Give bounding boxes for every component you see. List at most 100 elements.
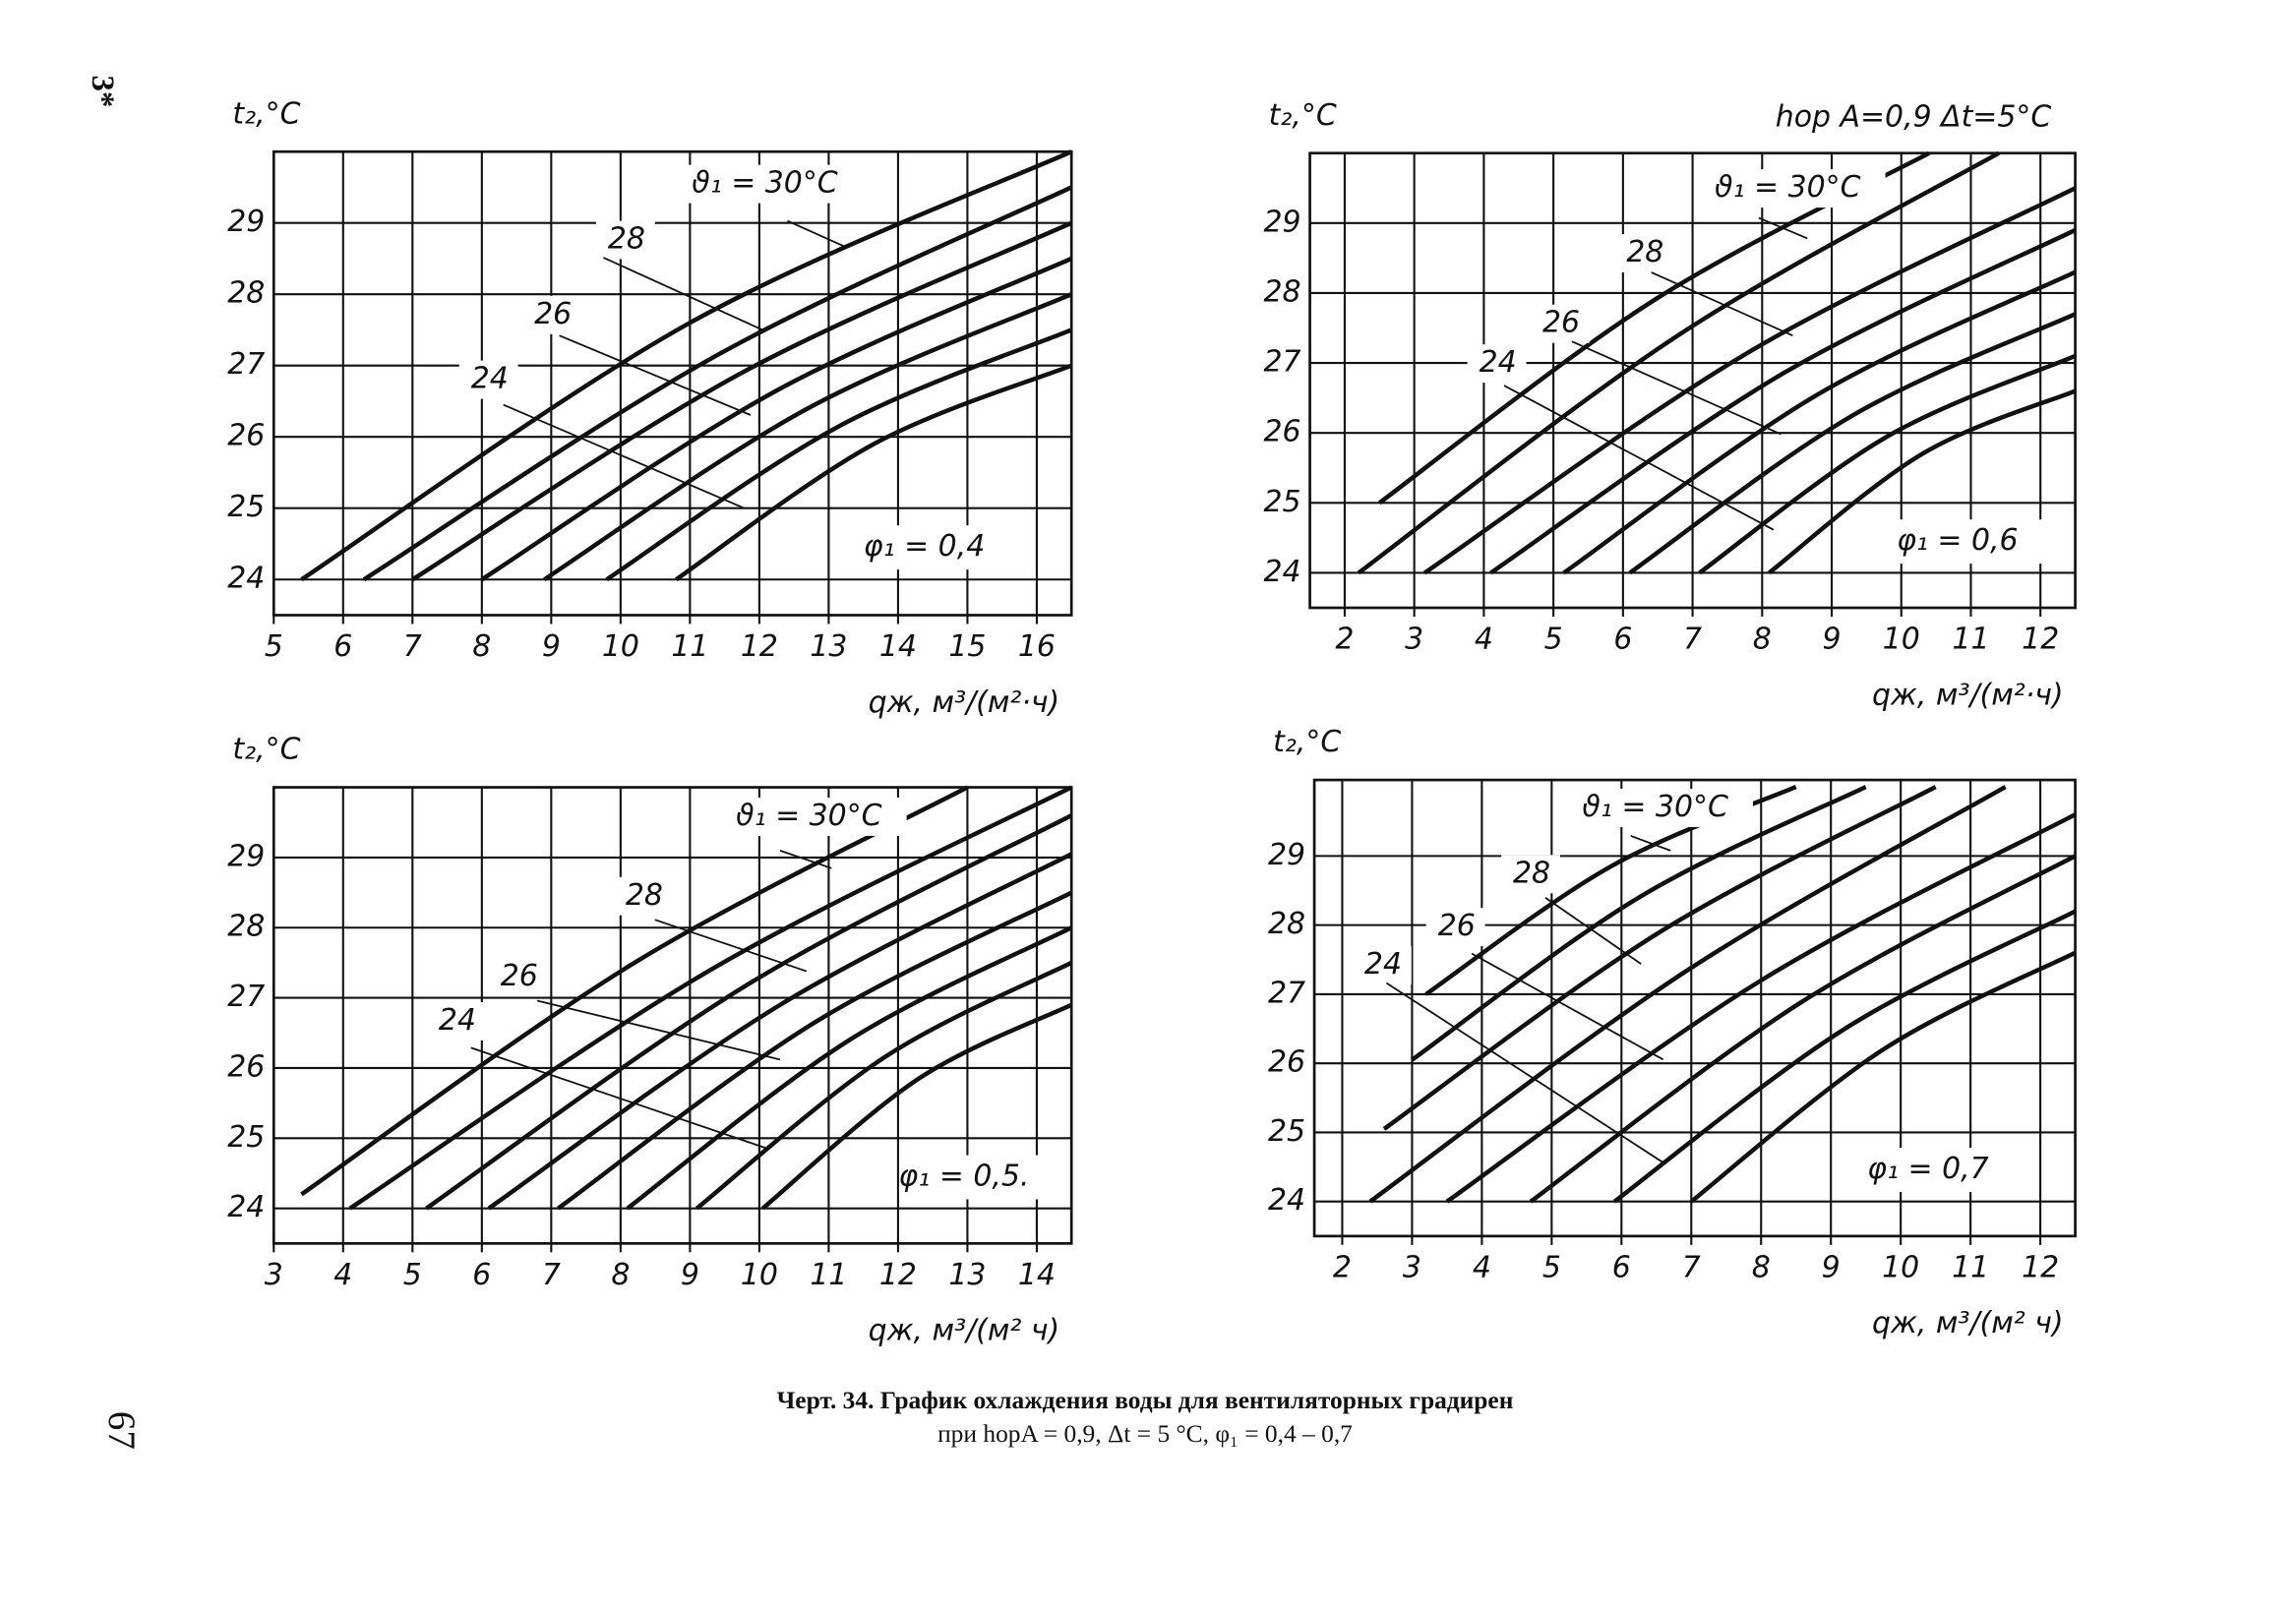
y-tick-label: 24	[1268, 1183, 1305, 1218]
series-label: 28	[1626, 235, 1663, 269]
curve	[1382, 785, 1937, 1131]
y-tick-label: 25	[227, 1120, 265, 1155]
page-number: 67	[100, 1411, 143, 1450]
curve	[1529, 854, 2077, 1204]
x-tick-label: 16	[1018, 629, 1056, 664]
y-tick-label: 28	[227, 276, 265, 311]
curve	[480, 256, 1073, 582]
y-tick-label: 26	[1268, 1045, 1305, 1080]
x-tick-label: 10	[1882, 1250, 1919, 1284]
x-tick-label: 12	[2022, 622, 2059, 656]
curve	[300, 149, 1073, 582]
y-tick-label: 26	[227, 419, 265, 453]
leader-line	[1544, 897, 1642, 965]
leader-line	[779, 850, 832, 869]
x-tick-label: 8	[472, 629, 491, 664]
leader-line	[1471, 952, 1664, 1061]
x-tick-label: 9	[1823, 622, 1842, 656]
y-axis-label: t₂,°C	[1269, 98, 1337, 133]
y-tick-label: 27	[1264, 345, 1301, 380]
x-tick-label: 3	[265, 1258, 283, 1292]
y-tick-label: 29	[227, 205, 265, 239]
x-tick-label: 2	[1335, 622, 1354, 656]
series-label: 24	[439, 1003, 476, 1038]
curve	[557, 890, 1073, 1211]
series-label: 28	[626, 878, 663, 913]
plot-frame	[1312, 778, 2077, 1238]
y-tick-label: 28	[1268, 907, 1305, 941]
label-backdrop	[1570, 789, 1753, 827]
label-backdrop	[724, 798, 907, 836]
x-tick-label: 2	[1333, 1250, 1352, 1284]
x-tick-label: 9	[542, 629, 561, 664]
y-tick-label: 29	[1264, 205, 1301, 239]
caption-subtitle: при hорA = 0,9, Δt = 5 °C, φ₁ = 0,4 – 0,…	[937, 1419, 1353, 1448]
y-tick-label: 29	[1268, 838, 1305, 872]
x-tick-label: 11	[671, 629, 708, 664]
x-tick-label: 12	[741, 629, 778, 664]
curve	[1411, 785, 1867, 1062]
curve	[1445, 812, 2077, 1204]
label-backdrop	[522, 295, 581, 334]
x-tick-label: 11	[1952, 1250, 1989, 1284]
label-backdrop	[1352, 946, 1412, 985]
x-tick-label: 8	[611, 1258, 630, 1292]
leader-line	[1651, 271, 1793, 337]
series-label: 26	[501, 959, 538, 993]
y-tick-label: 24	[1264, 555, 1301, 589]
label-backdrop	[488, 958, 548, 996]
leader-line	[1385, 982, 1664, 1163]
series-label: 26	[1542, 306, 1580, 340]
x-tick-label: 9	[1822, 1250, 1841, 1284]
curve	[1767, 388, 2077, 575]
x-tick-label: 7	[403, 629, 422, 664]
curve	[626, 925, 1073, 1211]
x-tick-label: 3	[1405, 622, 1423, 656]
leader-line	[1630, 835, 1671, 852]
series-label: 26	[1438, 909, 1476, 943]
label-backdrop	[680, 164, 863, 204]
series-label: ϑ₁ = 30°C	[736, 799, 882, 833]
leader-line	[503, 403, 744, 509]
curve	[674, 363, 1073, 582]
x-tick-label: 6	[1612, 1250, 1631, 1284]
series-label: 28	[608, 221, 645, 256]
x-tick-label: 12	[879, 1258, 917, 1292]
x-axis-label: qж, м³/(м² ч)	[869, 1314, 1060, 1348]
x-tick-label: 11	[810, 1258, 847, 1292]
curve	[1423, 186, 2077, 575]
x-tick-label: 4	[1475, 622, 1493, 656]
label-backdrop	[458, 360, 518, 399]
annotation-backdrop	[865, 525, 1013, 570]
y-tick-label: 25	[1268, 1114, 1305, 1149]
curve	[348, 785, 1073, 1211]
label-backdrop	[613, 876, 673, 916]
series-label: 24	[1480, 345, 1517, 380]
leader-line	[559, 334, 752, 416]
x-tick-label: 10	[602, 629, 639, 664]
series-label: 24	[1364, 947, 1402, 982]
y-axis-label: t₂,°C	[232, 96, 300, 131]
y-tick-label: 26	[227, 1049, 265, 1084]
y-tick-label: 29	[227, 839, 265, 873]
leader-line	[470, 1046, 766, 1149]
x-tick-label: 6	[333, 629, 352, 664]
curve	[1612, 909, 2077, 1204]
series-label: ϑ₁ = 30°C	[1582, 790, 1728, 824]
x-tick-label: 4	[1473, 1250, 1491, 1284]
curve	[1562, 269, 2077, 575]
curve	[760, 1002, 1073, 1211]
y-tick-label: 24	[227, 1190, 265, 1224]
label-backdrop	[1703, 169, 1886, 208]
curve	[362, 185, 1073, 582]
leader-line	[536, 999, 781, 1061]
x-tick-label: 5	[1542, 1250, 1561, 1284]
series-label: ϑ₁ = 30°C	[692, 166, 838, 201]
annotation-backdrop	[1899, 519, 2046, 565]
y-tick-label: 28	[227, 910, 265, 944]
curve	[1628, 312, 2077, 575]
x-tick-label: 14	[1018, 1258, 1056, 1292]
x-tick-label: 5	[403, 1258, 422, 1292]
curve	[425, 813, 1073, 1211]
